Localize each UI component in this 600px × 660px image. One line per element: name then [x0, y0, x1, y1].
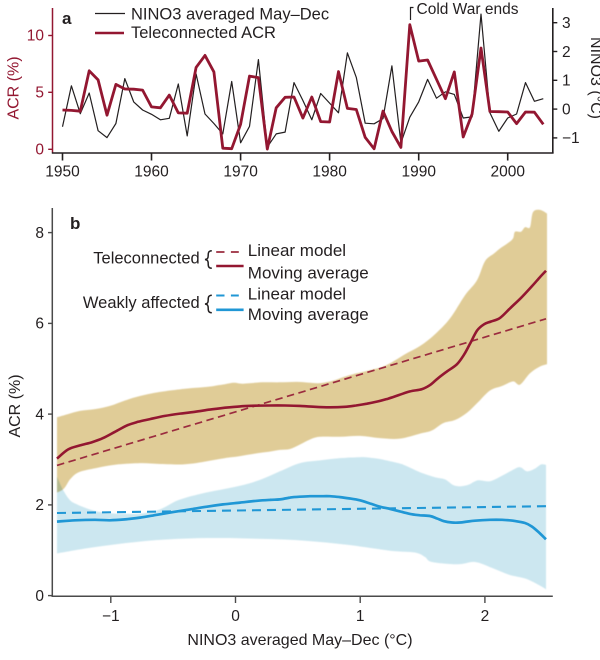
svg-text:Weakly affected: Weakly affected: [83, 294, 200, 312]
svg-text:NINO3 (°C): NINO3 (°C): [587, 37, 600, 119]
svg-text:2: 2: [481, 608, 490, 625]
svg-text:1980: 1980: [312, 164, 347, 181]
svg-text:Cold War ends: Cold War ends: [417, 1, 519, 18]
svg-text:NINO3 averaged May–Dec (°C): NINO3 averaged May–Dec (°C): [187, 632, 412, 649]
svg-text:5: 5: [35, 85, 44, 102]
svg-text:a: a: [62, 9, 72, 28]
svg-text:2: 2: [35, 497, 44, 514]
svg-text:1960: 1960: [134, 164, 169, 181]
svg-text:2000: 2000: [490, 164, 525, 181]
svg-text:Linear model: Linear model: [248, 285, 346, 304]
svg-text:0: 0: [562, 101, 571, 118]
svg-text:Moving average: Moving average: [248, 305, 369, 324]
svg-text:Linear model: Linear model: [248, 241, 346, 260]
svg-text:1990: 1990: [401, 164, 436, 181]
svg-text:NINO3 averaged May–Dec: NINO3 averaged May–Dec: [131, 6, 329, 24]
svg-text:2: 2: [562, 44, 571, 61]
svg-text:0: 0: [35, 142, 44, 159]
svg-text:1: 1: [562, 73, 571, 90]
svg-text:Teleconnected: Teleconnected: [93, 250, 199, 268]
svg-text:1970: 1970: [223, 164, 258, 181]
svg-text:3: 3: [562, 15, 571, 32]
svg-text:ACR (%): ACR (%): [6, 56, 23, 119]
svg-text:Teleconnected ACR: Teleconnected ACR: [131, 24, 276, 42]
svg-text:−1: −1: [562, 130, 580, 147]
svg-text:1: 1: [356, 608, 365, 625]
svg-text:b: b: [70, 214, 80, 233]
svg-text:1950: 1950: [45, 164, 80, 181]
svg-text:6: 6: [35, 316, 44, 333]
svg-text:−1: −1: [102, 608, 120, 625]
svg-text:Moving average: Moving average: [248, 263, 369, 282]
svg-text:8: 8: [35, 225, 44, 242]
svg-text:ACR (%): ACR (%): [7, 374, 24, 437]
svg-text:0: 0: [35, 588, 44, 605]
svg-text:10: 10: [27, 28, 45, 45]
svg-text:0: 0: [231, 608, 240, 625]
svg-text:4: 4: [35, 406, 44, 423]
